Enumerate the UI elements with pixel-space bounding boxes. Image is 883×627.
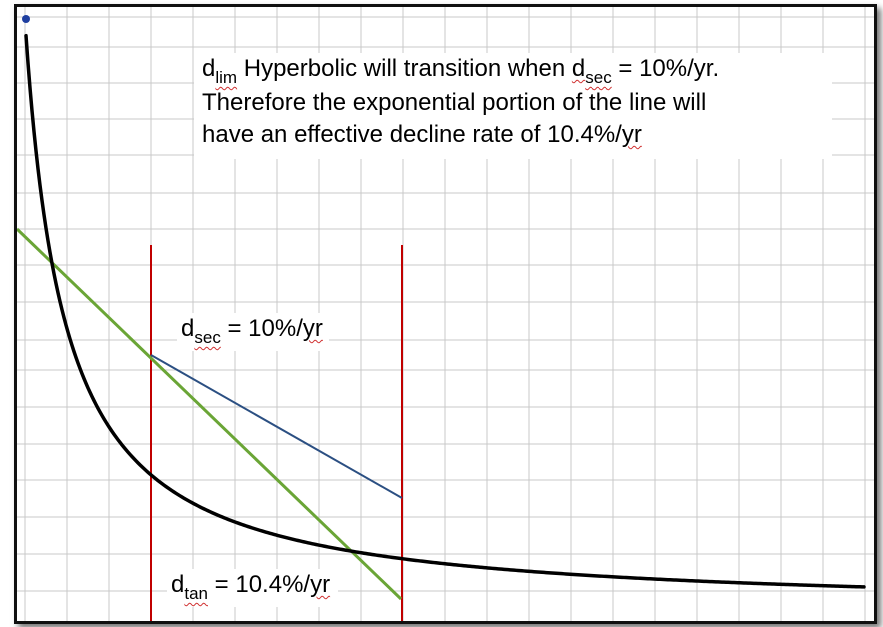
annotation-text: dlim Hyperbolic will transition when dse… <box>194 53 832 159</box>
tangent-line <box>17 227 403 601</box>
secant-line <box>150 354 403 499</box>
annotation-line-3-unit: yr <box>621 121 642 148</box>
annotation-line-2: Therefore the exponential portion of the… <box>202 89 707 116</box>
annotation-text-mid: Hyperbolic will transition when <box>237 55 572 82</box>
annotation-line-1: dlim Hyperbolic will transition when dse… <box>202 53 832 87</box>
secant-subscript: sec <box>194 328 221 347</box>
d-sec-subscript: sec <box>585 68 612 87</box>
secant-unit: yr <box>302 315 323 342</box>
tangent-subscript: tan <box>184 584 208 603</box>
annotation-line-3: have an effective decline rate of 10.4%/… <box>202 119 832 151</box>
tangent-unit: yr <box>310 571 331 598</box>
chart-frame: dlim Hyperbolic will transition when dse… <box>14 4 877 624</box>
secant-d: d <box>181 315 195 342</box>
secant-value: = 10%/ <box>220 315 303 342</box>
curve-start-point <box>22 15 30 23</box>
tangent-d: d <box>171 571 185 598</box>
d-symbol-2: d <box>571 55 586 82</box>
decline-curve <box>24 33 866 589</box>
annotation-line-3-text: have an effective decline rate of 10.4%/ <box>202 121 622 148</box>
annotation-text-end: = 10%/yr. <box>611 55 720 82</box>
tangent-value: = 10.4%/ <box>208 571 311 598</box>
lines <box>17 15 866 621</box>
d-lim-subscript: lim <box>215 68 238 87</box>
tangent-label: dtan = 10.4%/yr <box>167 569 339 607</box>
secant-label: dsec = 10%/yr <box>177 313 329 351</box>
d-symbol: d <box>202 55 216 82</box>
